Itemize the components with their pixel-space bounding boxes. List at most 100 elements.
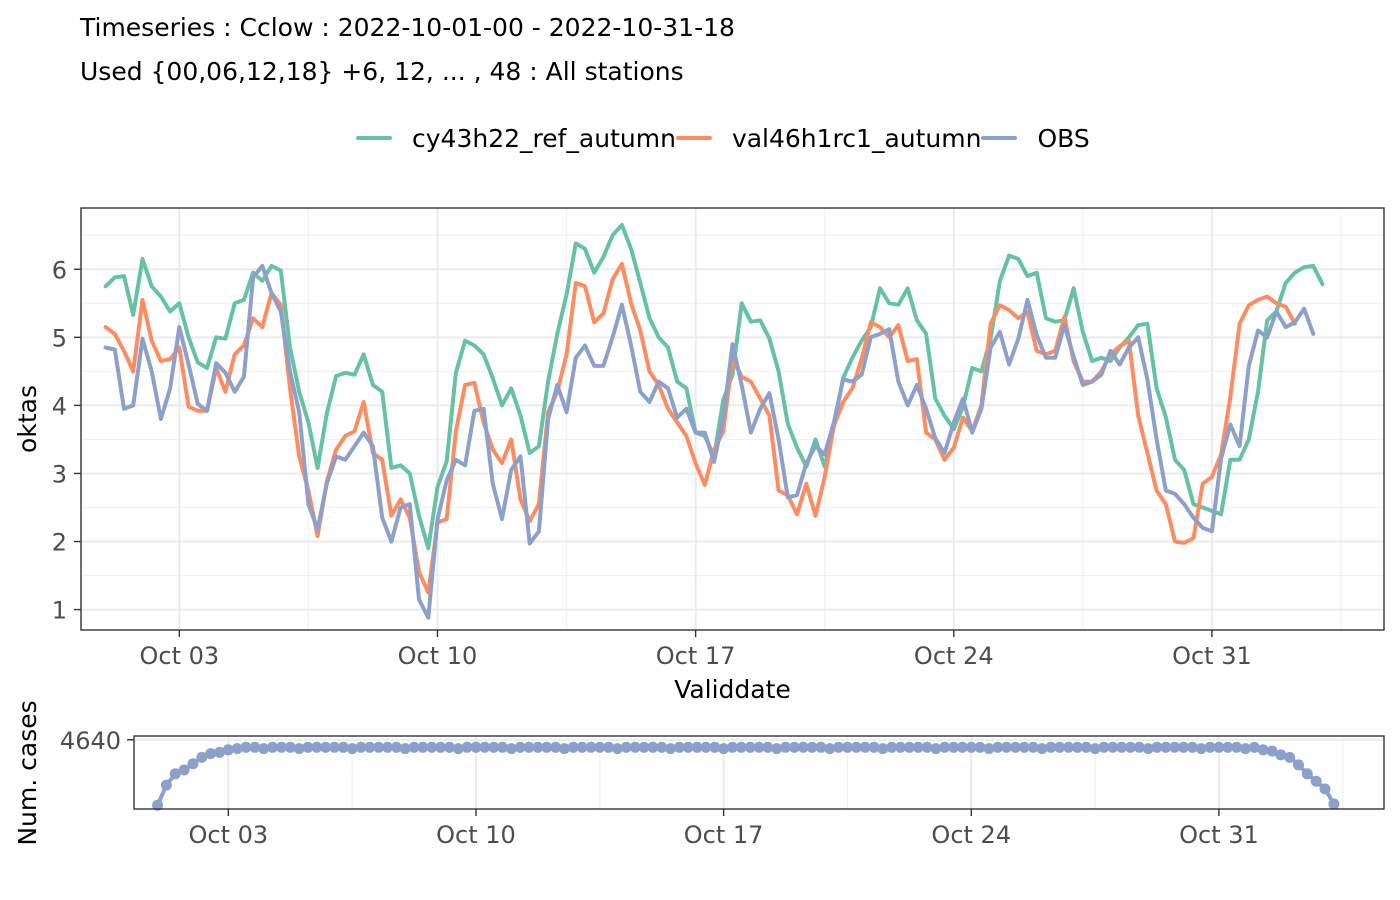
cases-point — [877, 743, 889, 755]
cases-point — [956, 741, 968, 753]
cases-point — [859, 741, 871, 753]
x-axis-title: Validdate — [674, 675, 791, 704]
cases-point — [948, 741, 960, 753]
cases-point — [974, 741, 986, 753]
cases-point — [1036, 743, 1048, 755]
cases-point — [329, 741, 340, 753]
cases-point — [797, 741, 809, 753]
cases-point — [514, 741, 526, 753]
cases-point — [1089, 743, 1101, 755]
cases-point — [426, 741, 438, 753]
cases-point — [762, 741, 774, 753]
cases-point — [753, 741, 765, 753]
cases-point — [612, 743, 623, 755]
cases-point — [983, 743, 995, 755]
cases-point — [152, 799, 164, 811]
y-tick-label: 3 — [52, 460, 67, 488]
y-tick-label: 1 — [52, 597, 67, 625]
cases-point — [1054, 741, 1066, 753]
cases-point — [408, 741, 420, 753]
cases-point — [700, 741, 712, 753]
legend-label-cy43h22: cy43h22_ref_autumn — [412, 123, 676, 153]
cases-point — [364, 741, 376, 753]
cases-point — [1142, 743, 1154, 755]
cases-point — [320, 741, 332, 753]
cases-point — [815, 741, 827, 753]
cases-point — [1328, 798, 1340, 810]
cases-point — [222, 744, 234, 756]
y-tick-label: 5 — [52, 324, 67, 352]
x-tick-label: Oct 10 — [398, 642, 478, 670]
cases-point — [258, 743, 270, 755]
cases-point — [1186, 741, 1198, 753]
cases-point — [594, 741, 606, 753]
cases-point — [788, 741, 800, 753]
cases-point — [735, 741, 747, 753]
cases-point — [895, 741, 906, 753]
cases-point — [1178, 741, 1189, 753]
cases-point — [656, 741, 668, 753]
legend-item-obs: OBS — [981, 124, 1093, 153]
cases-point — [868, 741, 880, 753]
legend-swatch-obs — [981, 136, 1018, 140]
cases-point — [903, 741, 915, 753]
cases-point — [585, 741, 597, 753]
cases-point — [744, 741, 756, 753]
cases-point — [1018, 741, 1030, 753]
cases-point — [771, 743, 783, 755]
chart-subtitle: Used {00,06,12,18} +6, 12, ... , 48 : Al… — [80, 57, 684, 86]
cases-point — [1275, 749, 1287, 761]
cases-point — [382, 741, 393, 753]
cases-point — [214, 746, 225, 758]
cases-point — [497, 741, 508, 753]
y-tick-label: 2 — [52, 529, 67, 557]
cases-point — [603, 741, 615, 753]
cases-x-tick-label: Oct 17 — [684, 821, 764, 849]
cases-point — [550, 741, 562, 753]
cases-point — [1284, 751, 1296, 763]
cases-point — [1160, 741, 1172, 753]
cases-point — [965, 741, 977, 753]
cases-point — [1204, 741, 1216, 753]
legend-swatch-val46h1rc1 — [675, 136, 712, 140]
x-tick-label: Oct 31 — [1172, 642, 1252, 670]
cases-point — [620, 741, 632, 753]
chart-title-block: Timeseries : Cclow : 2022-10-01-00 - 202… — [80, 6, 735, 94]
cases-point — [1319, 783, 1331, 795]
cases-point — [682, 741, 694, 753]
cases-point — [1071, 741, 1083, 753]
cases-point — [780, 741, 791, 753]
cases-point — [1125, 741, 1136, 753]
legend-label-val46h1rc1: val46h1rc1_autumn — [731, 123, 982, 153]
cases-point — [1027, 741, 1039, 753]
cases-point — [178, 764, 190, 776]
cases-point — [1213, 741, 1225, 753]
legend-item-cy43h22: cy43h22_ref_autumn — [356, 124, 680, 153]
cases-point — [346, 743, 358, 755]
cases-point — [576, 741, 588, 753]
cases-x-tick-label: Oct 31 — [1179, 821, 1259, 849]
cases-point — [1231, 741, 1243, 753]
cases-point — [850, 741, 862, 753]
cases-point — [1239, 743, 1251, 755]
cases-point — [1195, 743, 1207, 755]
y-axis-title: oktas — [13, 385, 42, 453]
cases-point — [275, 741, 287, 753]
legend: cy43h22_ref_autumn val46h1rc1_autumn OBS — [356, 116, 1094, 160]
cases-point — [470, 741, 482, 753]
cases-point — [1266, 745, 1278, 757]
cases-point — [373, 741, 385, 753]
x-tick-label: Oct 24 — [914, 642, 994, 670]
cases-point — [1045, 741, 1057, 753]
x-tick-label: Oct 03 — [140, 642, 220, 670]
cases-panel-border — [133, 735, 1385, 810]
y-tick-label: 4 — [52, 392, 67, 420]
cases-point — [665, 743, 677, 755]
cases-point — [806, 741, 818, 753]
x-tick-label: Oct 17 — [656, 642, 736, 670]
cases-point — [930, 743, 942, 755]
cases-point — [1080, 741, 1092, 753]
cases-point — [187, 758, 199, 770]
cases-point — [461, 741, 473, 753]
cases-point — [912, 741, 924, 753]
